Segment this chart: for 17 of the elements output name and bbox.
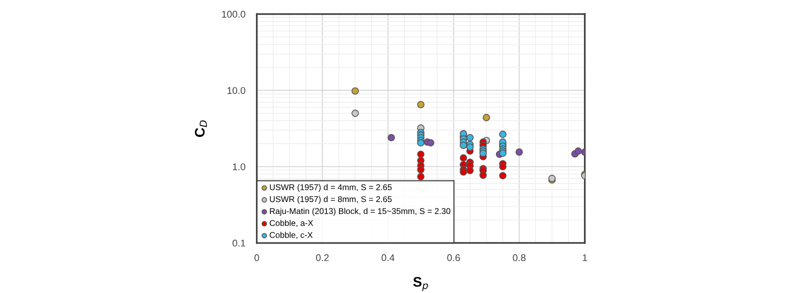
y-tick-label: 1.0 (232, 163, 246, 170)
x-tick-label: 0.6 (447, 254, 460, 262)
x-tick-label: 0.2 (316, 254, 329, 262)
y-tick-label: 10.0 (228, 87, 246, 94)
x-tick-label: 0.8 (512, 254, 526, 262)
y-tick-label: 0.1 (232, 240, 246, 247)
legend-label: Cobble, a-X (270, 220, 314, 227)
x-tick-label: 0 (254, 254, 260, 262)
x-tick-label: 0.4 (382, 254, 394, 262)
y-axis-title: C$_{D}$ (194, 120, 207, 137)
legend-label: Cobble, c-X (270, 232, 313, 239)
legend-label: Raju-Matin (2013) Block, d = 15~35mm, S = 2.30 (270, 208, 450, 216)
x-axis-title: S$_{p}$ (413, 276, 428, 291)
legend-label: USWR (1957) d = 8mm, S = 2.65 (270, 196, 392, 204)
x-tick-label: 1 (582, 254, 588, 262)
legend-label: USWR (1957) d = 4mm, S = 2.65 (270, 184, 392, 192)
y-tick-label: 100.0 (222, 10, 246, 18)
